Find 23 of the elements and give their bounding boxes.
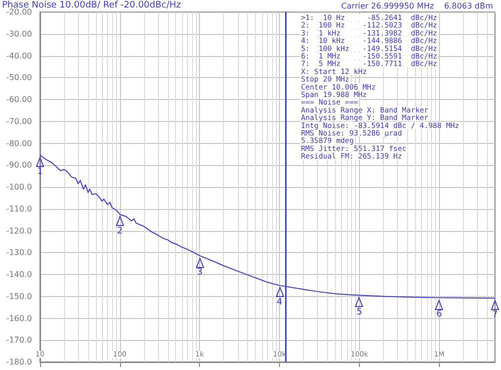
y-tick-label: -140.0	[6, 270, 32, 279]
annotation: 5	[356, 307, 362, 318]
y-tick-label: -90.00	[6, 160, 32, 170]
annotation: 2	[116, 226, 123, 236]
y-tick-label: -130.0	[6, 248, 32, 258]
y-tick-label: -160.0	[6, 314, 32, 323]
y-tick-label: -80.00	[6, 138, 32, 148]
y-tick-label: -30.00	[6, 29, 32, 38]
y-tick-label: -180.0	[6, 358, 32, 366]
annotation: 6	[436, 310, 442, 320]
y-tick-label: -100.0	[6, 182, 32, 192]
text: Carrier 26.999950 MHz 6.8063 dBm	[341, 2, 494, 10]
annotation: 3	[196, 268, 203, 278]
y-tick-label: -40.00	[6, 51, 32, 60]
y-tick-label: -170.0	[6, 336, 32, 345]
y-tick-label: -110.0	[6, 204, 32, 214]
y-tick-label: -20.00	[6, 8, 32, 16]
y-tick-label: -50.00	[6, 73, 32, 82]
annotation: 4	[276, 297, 283, 308]
y-tick-label: -120.0	[6, 226, 32, 236]
y-tick-label: -70.00	[6, 116, 32, 126]
y-tick-label: -150.0	[6, 292, 32, 301]
y-tick-label: -60.00	[6, 95, 32, 104]
